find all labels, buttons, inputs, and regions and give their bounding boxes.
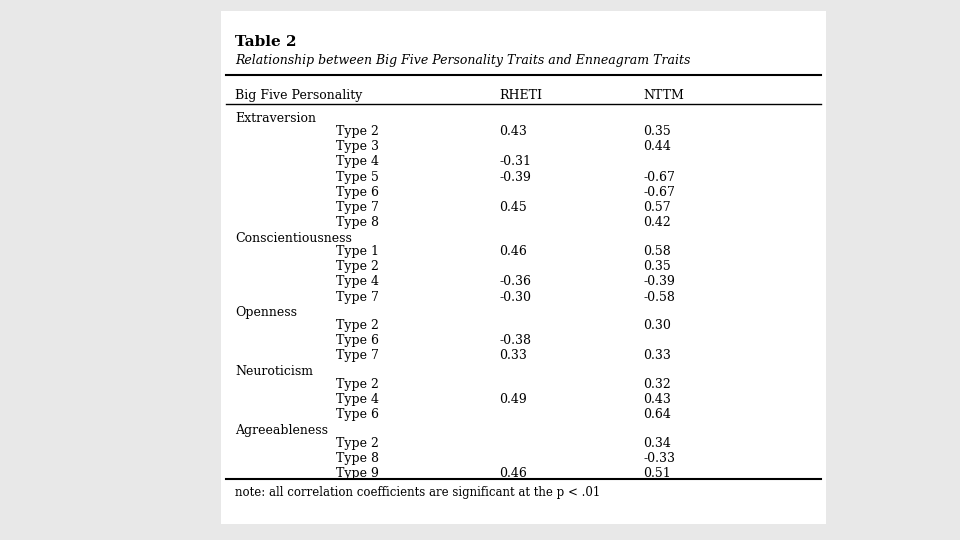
Text: -0.58: -0.58 (643, 291, 675, 303)
Text: Type 8: Type 8 (336, 452, 379, 465)
Text: 0.44: 0.44 (643, 140, 671, 153)
Text: Type 4: Type 4 (336, 156, 379, 168)
Text: -0.33: -0.33 (643, 452, 675, 465)
Text: 0.49: 0.49 (499, 393, 527, 406)
Text: 0.43: 0.43 (643, 393, 671, 406)
Text: Conscientiousness: Conscientiousness (235, 232, 352, 245)
Text: 0.46: 0.46 (499, 467, 527, 480)
Text: 0.30: 0.30 (643, 319, 671, 332)
Text: Type 9: Type 9 (336, 467, 379, 480)
Text: Type 8: Type 8 (336, 217, 379, 230)
Text: 0.33: 0.33 (643, 349, 671, 362)
Text: 0.43: 0.43 (499, 125, 527, 138)
Text: Type 7: Type 7 (336, 291, 379, 303)
Text: Table 2: Table 2 (235, 35, 297, 49)
Text: note: all correlation coefficients are significant at the p < .01: note: all correlation coefficients are s… (235, 485, 600, 498)
Text: Type 2: Type 2 (336, 377, 379, 390)
Text: 0.46: 0.46 (499, 245, 527, 258)
Text: 0.35: 0.35 (643, 125, 671, 138)
Text: Type 4: Type 4 (336, 275, 379, 288)
Text: 0.45: 0.45 (499, 201, 527, 214)
Text: 0.42: 0.42 (643, 217, 671, 230)
Text: Type 6: Type 6 (336, 408, 379, 421)
Text: Type 6: Type 6 (336, 334, 379, 347)
FancyBboxPatch shape (221, 11, 826, 524)
Text: Openness: Openness (235, 306, 298, 319)
Text: Relationship between Big Five Personality Traits and Enneagram Traits: Relationship between Big Five Personalit… (235, 54, 690, 67)
Text: Extraversion: Extraversion (235, 112, 316, 125)
Text: Neuroticism: Neuroticism (235, 364, 313, 377)
Text: -0.67: -0.67 (643, 171, 675, 184)
Text: Type 6: Type 6 (336, 186, 379, 199)
Text: Type 1: Type 1 (336, 245, 379, 258)
Text: -0.36: -0.36 (499, 275, 531, 288)
Text: Type 4: Type 4 (336, 393, 379, 406)
Text: Type 7: Type 7 (336, 201, 379, 214)
Text: -0.67: -0.67 (643, 186, 675, 199)
Text: Type 2: Type 2 (336, 436, 379, 449)
Text: -0.39: -0.39 (499, 171, 531, 184)
Text: Big Five Personality: Big Five Personality (235, 89, 363, 102)
Text: 0.58: 0.58 (643, 245, 671, 258)
Text: 0.34: 0.34 (643, 436, 671, 449)
Text: RHETI: RHETI (499, 89, 542, 102)
Text: Type 2: Type 2 (336, 125, 379, 138)
Text: 0.51: 0.51 (643, 467, 671, 480)
Text: Type 2: Type 2 (336, 260, 379, 273)
Text: NTTM: NTTM (643, 89, 684, 102)
Text: -0.30: -0.30 (499, 291, 531, 303)
Text: Agreeableness: Agreeableness (235, 423, 328, 436)
Text: Type 2: Type 2 (336, 319, 379, 332)
Text: 0.32: 0.32 (643, 377, 671, 390)
Text: Type 5: Type 5 (336, 171, 379, 184)
Text: -0.39: -0.39 (643, 275, 675, 288)
Text: 0.35: 0.35 (643, 260, 671, 273)
Text: Type 7: Type 7 (336, 349, 379, 362)
Text: 0.57: 0.57 (643, 201, 671, 214)
Text: -0.38: -0.38 (499, 334, 531, 347)
Text: 0.64: 0.64 (643, 408, 671, 421)
Text: Type 3: Type 3 (336, 140, 379, 153)
Text: 0.33: 0.33 (499, 349, 527, 362)
Text: -0.31: -0.31 (499, 156, 531, 168)
